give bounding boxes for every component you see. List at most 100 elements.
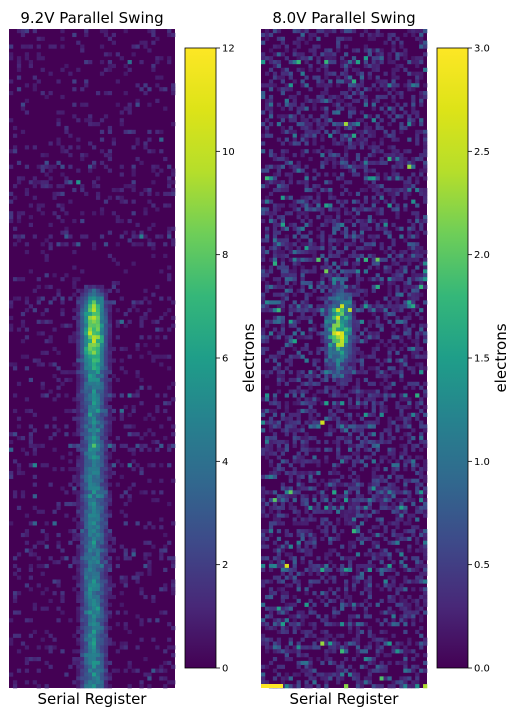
heatmap-cell — [399, 552, 404, 557]
heatmap-cell — [387, 133, 392, 138]
heatmap-cell — [84, 672, 89, 677]
heatmap-cell — [280, 187, 286, 193]
heatmap-cell — [328, 218, 333, 224]
heatmap-cell — [92, 544, 97, 549]
heatmap-cell — [264, 304, 270, 309]
heatmap-cell — [272, 83, 278, 88]
heatmap-cell — [84, 536, 89, 541]
heatmap-cell — [340, 335, 345, 340]
heatmap-cell — [143, 187, 148, 193]
heatmap-cell — [280, 579, 286, 584]
heatmap-cell — [383, 102, 388, 107]
heatmap-cell — [383, 71, 388, 76]
heatmap-cell — [367, 87, 372, 92]
heatmap-cell — [261, 253, 266, 259]
heatmap-cell — [300, 118, 305, 123]
heatmap-cell — [76, 145, 81, 150]
heatmap-cell — [308, 412, 313, 417]
heatmap-cell — [284, 211, 289, 216]
heatmap-cell — [84, 83, 89, 88]
heatmap-cell — [84, 474, 89, 479]
heatmap-cell — [300, 308, 305, 313]
heatmap-cell — [300, 447, 305, 452]
heatmap-cell — [375, 145, 380, 150]
heatmap-cell — [268, 509, 274, 514]
heatmap-cell — [391, 346, 396, 352]
heatmap-cell — [135, 44, 140, 49]
heatmap-cell — [324, 432, 329, 437]
heatmap-cell — [88, 571, 93, 576]
heatmap-cell — [320, 280, 325, 286]
heatmap-cell — [344, 459, 349, 464]
heatmap-cell — [351, 505, 357, 510]
heatmap-cell — [80, 583, 85, 588]
heatmap-cell — [84, 614, 89, 619]
heatmap-cell — [363, 269, 369, 274]
heatmap-cell — [415, 273, 420, 278]
heatmap-cell — [419, 323, 424, 328]
heatmap-cell — [155, 207, 160, 212]
heatmap-cell — [103, 680, 109, 685]
heatmap-cell — [336, 498, 341, 503]
heatmap-cell — [292, 563, 297, 569]
heatmap-cell — [139, 684, 144, 689]
heatmap-cell — [359, 71, 365, 76]
heatmap-cell — [375, 420, 380, 425]
heatmap-cell — [171, 579, 176, 584]
heatmap-cell — [336, 292, 341, 297]
heatmap-cell — [419, 91, 424, 96]
heatmap-cell — [92, 656, 97, 662]
heatmap-cell — [351, 424, 357, 429]
heatmap-cell — [28, 215, 34, 220]
heatmap-cell — [268, 102, 274, 107]
heatmap-cell — [379, 494, 384, 499]
heatmap-cell — [344, 455, 349, 460]
heatmap-cell — [411, 381, 416, 386]
heatmap-cell — [359, 432, 365, 437]
heatmap-cell — [127, 660, 132, 666]
heatmap-cell — [383, 370, 388, 375]
heatmap-cell — [399, 265, 404, 270]
heatmap-cell — [88, 532, 93, 538]
heatmap-cell — [264, 436, 270, 441]
heatmap-cell — [131, 393, 136, 398]
heatmap-cell — [391, 482, 396, 487]
heatmap-cell — [131, 242, 136, 247]
heatmap-cell — [76, 672, 81, 677]
heatmap-cell — [80, 350, 85, 355]
heatmap-cell — [68, 618, 73, 623]
heatmap-cell — [88, 451, 93, 456]
heatmap-cell — [48, 91, 53, 96]
heatmap-cell — [371, 203, 376, 208]
heatmap-cell — [355, 498, 361, 503]
heatmap-cell — [351, 354, 357, 359]
heatmap-cell — [88, 567, 93, 573]
heatmap-cell — [340, 199, 345, 204]
heatmap-cell — [103, 633, 109, 638]
heatmap-cell — [332, 467, 337, 472]
heatmap-cell — [415, 187, 420, 193]
heatmap-cell — [423, 439, 428, 445]
heatmap-cell — [419, 32, 424, 38]
heatmap-cell — [155, 319, 160, 324]
heatmap-cell — [387, 381, 392, 386]
heatmap-cell — [367, 412, 372, 417]
heatmap-cell — [99, 668, 105, 673]
heatmap-cell — [332, 304, 337, 309]
heatmap-cell — [92, 459, 97, 464]
heatmap-cell — [16, 87, 22, 92]
heatmap-cell — [292, 292, 297, 297]
heatmap-cell — [135, 432, 140, 437]
heatmap-cell — [32, 83, 37, 88]
heatmap-cell — [375, 191, 380, 196]
heatmap-cell — [351, 122, 357, 127]
heatmap-cell — [383, 311, 388, 317]
heatmap-cell — [84, 308, 89, 313]
heatmap-cell — [371, 408, 376, 414]
heatmap-cell — [103, 405, 109, 410]
heatmap-cell — [147, 300, 152, 305]
heatmap-cell — [284, 137, 289, 142]
heatmap-cell — [367, 490, 372, 495]
heatmap-cell — [56, 191, 61, 196]
heatmap-cell — [276, 560, 282, 565]
